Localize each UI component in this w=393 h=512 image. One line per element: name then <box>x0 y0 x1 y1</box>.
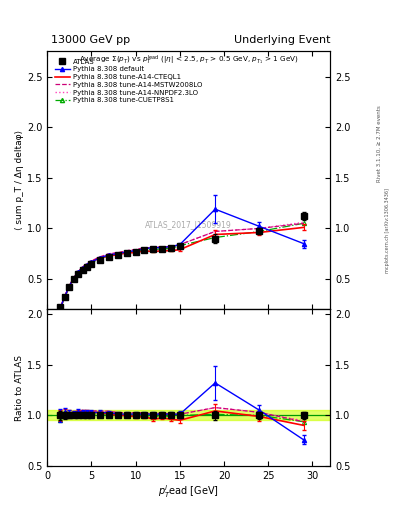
Y-axis label: ⟨ sum p_T / Δη deltaφ⟩: ⟨ sum p_T / Δη deltaφ⟩ <box>15 130 24 230</box>
X-axis label: $p_T^l$ead [GeV]: $p_T^l$ead [GeV] <box>158 483 219 500</box>
Text: Rivet 3.1.10, ≥ 2.7M events: Rivet 3.1.10, ≥ 2.7M events <box>377 105 382 182</box>
Text: ATLAS_2017_I1509919: ATLAS_2017_I1509919 <box>145 220 232 229</box>
Text: Average $\Sigma(p_T)$ vs $p_T^{\rm lead}$ ($|\eta|$ < 2.5, $p_T$ > 0.5 GeV, $p_{: Average $\Sigma(p_T)$ vs $p_T^{\rm lead}… <box>79 54 299 67</box>
Bar <box>47 411 330 420</box>
Text: 13000 GeV pp: 13000 GeV pp <box>51 35 130 45</box>
Text: mcplots.cern.ch [arXiv:1306.3436]: mcplots.cern.ch [arXiv:1306.3436] <box>385 188 389 273</box>
Legend: ATLAS, Pythia 8.308 default, Pythia 8.308 tune-A14-CTEQL1, Pythia 8.308 tune-A14: ATLAS, Pythia 8.308 default, Pythia 8.30… <box>53 57 204 105</box>
Y-axis label: Ratio to ATLAS: Ratio to ATLAS <box>15 355 24 421</box>
Text: Underlying Event: Underlying Event <box>233 35 330 45</box>
